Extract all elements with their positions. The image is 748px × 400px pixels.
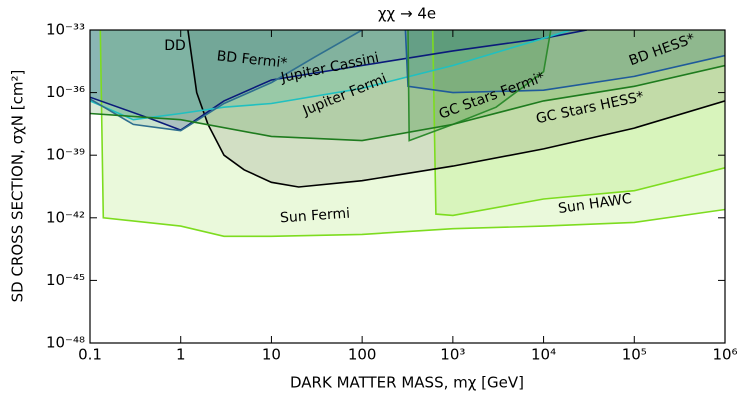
chart-title: χχ → 4e [378,5,436,23]
series-label: BD Fermi* [216,48,288,71]
limit-line [90,30,588,131]
y-tick-label: 10⁻⁴⁵ [46,271,85,289]
y-tick-label: 10⁻³⁹ [46,146,85,164]
series-label: Sun Fermi [280,206,351,227]
limit-line [404,30,725,94]
y-tick-label: 10⁻³⁶ [46,83,85,101]
plot-frame [89,29,726,344]
y-tick-label: 10⁻⁴² [46,208,85,226]
x-tick-label: 10 [262,346,281,364]
series-label: DD [164,38,186,54]
x-tick-label: 100 [348,346,377,364]
y-tick-label: 10⁻³³ [46,21,85,39]
limit-line [431,30,725,217]
region-fill [187,30,725,187]
x-tick-label: 10⁵ [622,346,647,364]
region-fill [408,30,551,141]
region-fill [100,30,725,237]
x-tick-label: 10⁴ [531,346,556,364]
limit-line [99,30,725,238]
region-fill [90,30,363,131]
limit-line [90,64,725,142]
limit-line [187,30,725,188]
plot-area [90,30,725,238]
y-tick-label: 10⁻⁴⁸ [46,334,85,352]
x-tick-label: 10⁶ [712,346,737,364]
region-fill [90,30,571,120]
x-axis-label: DARK MATTER MASS, mχ [GeV] [290,374,524,392]
limit-line [90,30,363,132]
limit-line [407,30,552,142]
region-fill [432,30,725,216]
x-tick-label: 10³ [440,346,465,364]
region-fill [90,30,587,131]
y-axis-label: SD CROSS SECTION, σχN [cm²] [9,70,27,303]
x-tick-label: 0.1 [78,346,102,364]
x-tick-label: 1 [176,346,186,364]
